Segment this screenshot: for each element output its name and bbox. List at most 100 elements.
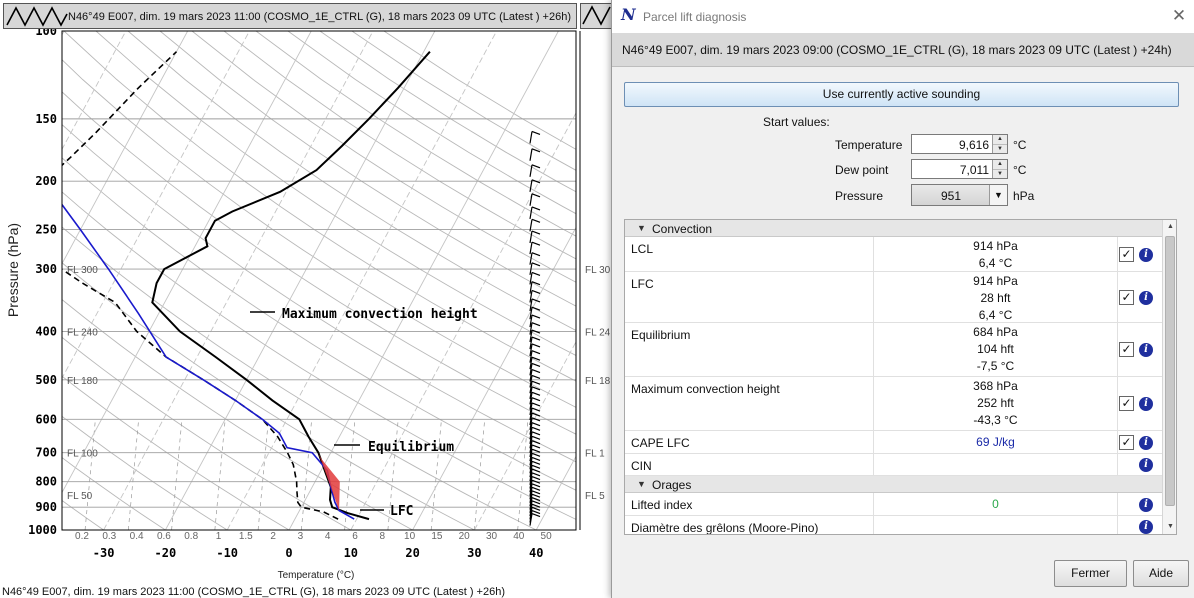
pressure-select[interactable]: 951 ▼ [911,184,1008,206]
flight-level-label: FL 50 [67,491,93,502]
y-tick-label: 600 [35,412,57,426]
wind-barb [531,289,541,295]
show-on-chart-checkbox[interactable]: ✓ [1119,342,1134,357]
info-icon[interactable]: i [1139,397,1153,411]
spinner-up-icon[interactable]: ▲ [993,135,1007,144]
wind-barb [531,476,541,481]
chart-grid [62,31,576,530]
scroll-up-icon[interactable]: ▲ [1167,223,1174,230]
wind-barb [531,252,541,257]
dialog-titlebar[interactable]: N Parcel lift diagnosis ✕ [612,0,1194,33]
info-icon[interactable]: i [1139,458,1153,472]
dry-adiabat-line [159,31,576,307]
wind-barb [529,407,533,421]
wind-barb [531,493,541,498]
wind-barb [531,281,541,286]
wind-barb [531,452,541,457]
temperature-value[interactable]: 9,616 [958,138,989,152]
chart-footer-text: N46°49 E007, dim. 19 mars 2023 11:00 (CO… [2,586,505,598]
wind-barb [531,440,541,445]
use-active-sounding-button[interactable]: Use currently active sounding [624,82,1179,107]
dry-adiabat-line [62,457,166,530]
wind-barb [531,444,541,449]
collapse-triangle-icon[interactable]: ▼ [637,479,646,489]
isotherm-line [412,226,576,530]
wind-barb [531,386,541,391]
wind-barb [529,397,533,410]
chart-header: N46°49 E007, dim. 19 mars 2023 11:00 (CO… [3,3,577,29]
wind-barb [529,307,533,320]
info-icon[interactable]: i [1139,520,1153,534]
result-values: 368 hPa 252 hft -43,3 °C [873,377,1118,430]
results-scrollbar[interactable]: ▲ ▼ [1162,220,1176,534]
y-tick-label: 300 [35,262,57,276]
mixing-ratio-line [171,419,183,530]
section-header[interactable]: ▼ Convection [625,220,1162,237]
wave-icon[interactable] [581,4,612,28]
wind-barb [531,298,541,303]
x-tick-label: -10 [216,546,238,560]
wind-barb [529,431,533,444]
pressure-unit: hPa [1013,189,1035,203]
wind-barb [531,417,541,422]
help-button[interactable]: Aide [1133,560,1189,587]
close-button[interactable]: Fermer [1054,560,1127,587]
wind-barb [531,460,541,465]
section-header[interactable]: ▼ Orages [625,476,1162,493]
flight-level-label-right: FL 5 [585,491,605,502]
mixing-ratio-line [387,419,399,530]
wind-barb [529,461,533,474]
result-value: 0 [992,497,999,511]
wind-barb [531,402,541,407]
dry-adiabat-line [62,415,228,530]
wind-barb [531,164,541,169]
info-icon[interactable]: i [1139,343,1153,357]
scroll-thumb[interactable] [1165,236,1175,506]
wind-barb [529,357,533,370]
result-name: Maximum convection height [631,382,780,396]
dry-adiabat-line [127,31,576,332]
spinner-down-icon[interactable]: ▼ [993,144,1007,153]
temperature-spinner[interactable]: 9,616 ▲ ▼ [911,134,1008,154]
mixing-ratio-line [474,419,486,530]
close-icon[interactable]: ✕ [1171,6,1187,25]
skewt-chart[interactable]: 1001502002503004005006007008009001000-30… [0,0,612,598]
info-icon[interactable]: i [1139,248,1153,262]
result-values [873,454,1118,475]
result-value: 69 J/kg [976,435,1015,449]
show-on-chart-checkbox[interactable]: ✓ [1119,396,1134,411]
wind-barb [531,329,541,334]
show-on-chart-checkbox[interactable]: ✓ [1119,290,1134,305]
y-tick-label: 500 [35,373,57,387]
wind-barb [529,252,533,265]
spinner-up-icon[interactable]: ▲ [993,160,1007,169]
isotherm-line [62,31,312,494]
spinner-down-icon[interactable]: ▼ [993,169,1007,178]
info-icon[interactable]: i [1139,436,1153,450]
wind-barb [529,369,533,382]
wind-barb [531,306,541,311]
scroll-down-icon[interactable]: ▼ [1167,523,1174,530]
wind-barb [531,407,541,412]
isotherm-line [165,31,436,530]
pressure-value[interactable]: 951 [940,189,962,203]
dew-point-spinner[interactable]: 7,011 ▲ ▼ [911,159,1008,179]
info-icon[interactable]: i [1139,498,1153,512]
dew-point-value[interactable]: 7,011 [959,163,989,177]
info-icon[interactable]: i [1139,291,1153,305]
show-on-chart-checkbox[interactable]: ✓ [1119,247,1134,262]
mixing-ratio-label: 15 [431,531,443,542]
series-line-parcel [62,203,355,520]
wind-barb [531,380,541,385]
result-value: 28 hft [980,291,1011,305]
dry-adiabat-line [383,31,576,150]
wind-barb [531,472,541,477]
chevron-down-icon[interactable]: ▼ [989,185,1007,205]
wind-barb [531,426,541,431]
collapse-triangle-icon[interactable]: ▼ [637,223,646,233]
wind-barb [529,148,533,161]
show-on-chart-checkbox[interactable]: ✓ [1119,435,1134,450]
wind-barb [531,412,541,417]
mixing-ratio-line [517,419,529,530]
wave-icon[interactable] [6,5,68,27]
